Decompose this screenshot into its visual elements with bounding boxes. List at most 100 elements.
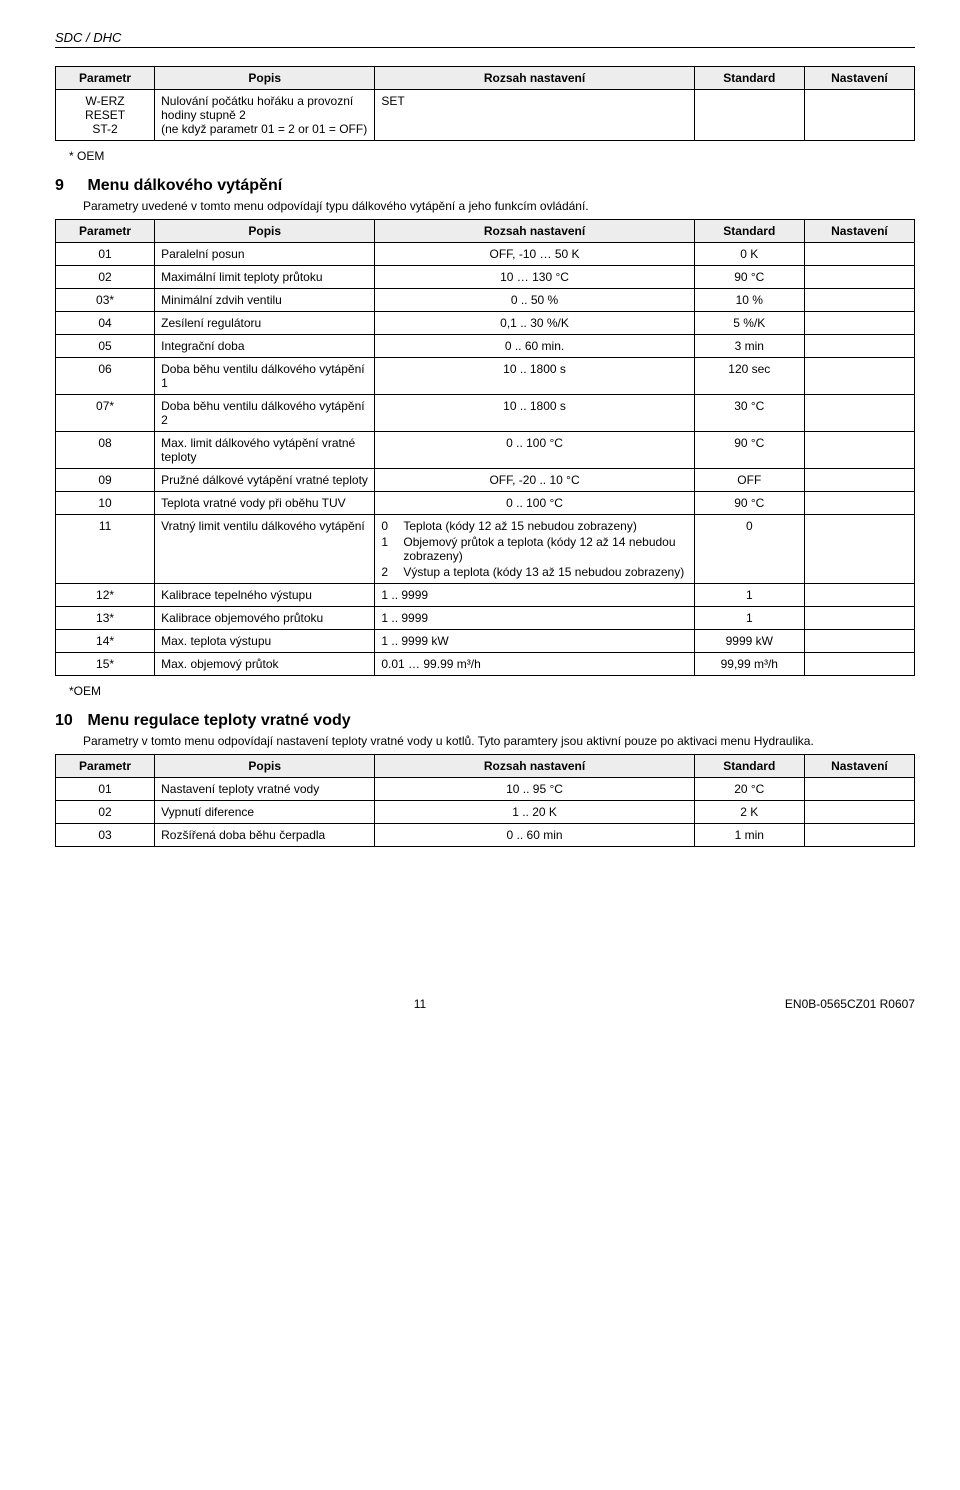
th-parametr: Parametr xyxy=(56,755,155,778)
cell-nast xyxy=(804,335,914,358)
cell-rozsah: 10 .. 1800 s xyxy=(375,358,694,395)
cell-rozsah: 0 .. 100 °C xyxy=(375,432,694,469)
cell-rozsah: SET xyxy=(375,90,694,141)
table-row: 06Doba běhu ventilu dálkového vytápění 1… xyxy=(56,358,915,395)
cell-nast xyxy=(804,266,914,289)
cell-nast xyxy=(804,469,914,492)
th-parametr: Parametr xyxy=(56,67,155,90)
cell-param: 06 xyxy=(56,358,155,395)
cell-nast xyxy=(804,395,914,432)
section-10-intro: Parametry v tomto menu odpovídají nastav… xyxy=(83,734,915,748)
cell-standard: 0 xyxy=(694,515,804,584)
cell-popis: Nastavení teploty vratné vody xyxy=(155,778,375,801)
cell-standard: 3 min xyxy=(694,335,804,358)
cell-rozsah: 1 .. 9999 xyxy=(375,584,694,607)
table-9: Parametr Popis Rozsah nastavení Standard… xyxy=(55,219,915,676)
cell-standard: OFF xyxy=(694,469,804,492)
cell-standard: 20 °C xyxy=(694,778,804,801)
cell-param: 11 xyxy=(56,515,155,584)
cell-standard: 9999 kW xyxy=(694,630,804,653)
cell-rozsah: 0Teplota (kódy 12 až 15 nebudou zobrazen… xyxy=(375,515,694,584)
cell-popis: Vypnutí diference xyxy=(155,801,375,824)
cell-popis: Vratný limit ventilu dálkového vytápění xyxy=(155,515,375,584)
table-row: 02Vypnutí diference1 .. 20 K2 K xyxy=(56,801,915,824)
table-row: 10Teplota vratné vody při oběhu TUV0 .. … xyxy=(56,492,915,515)
cell-param: 14* xyxy=(56,630,155,653)
cell-standard: 90 °C xyxy=(694,432,804,469)
cell-nast xyxy=(804,515,914,584)
cell-standard: 120 sec xyxy=(694,358,804,395)
cell-rozsah: 10 … 130 °C xyxy=(375,266,694,289)
cell-nast xyxy=(804,630,914,653)
table-row: 15*Max. objemový průtok0.01 … 99.99 m³/h… xyxy=(56,653,915,676)
oem-note: * OEM xyxy=(69,149,915,163)
cell-nast xyxy=(804,492,914,515)
cell-standard: 1 xyxy=(694,584,804,607)
cell-param: 08 xyxy=(56,432,155,469)
cell-popis: Pružné dálkové vytápění vratné teploty xyxy=(155,469,375,492)
table-row: 03*Minimální zdvih ventilu0 .. 50 %10 % xyxy=(56,289,915,312)
table-row: 07*Doba běhu ventilu dálkového vytápění … xyxy=(56,395,915,432)
cell-param: 05 xyxy=(56,335,155,358)
table-row: 02Maximální limit teploty průtoku10 … 13… xyxy=(56,266,915,289)
cell-param: 01 xyxy=(56,243,155,266)
page-header: SDC / DHC xyxy=(55,30,915,48)
table-row: 05Integrační doba0 .. 60 min.3 min xyxy=(56,335,915,358)
th-rozsah: Rozsah nastavení xyxy=(375,67,694,90)
table-row: 04Zesílení regulátoru0,1 .. 30 %/K5 %/K xyxy=(56,312,915,335)
cell-standard: 10 % xyxy=(694,289,804,312)
cell-popis: Rozšířená doba běhu čerpadla xyxy=(155,824,375,847)
cell-nast xyxy=(804,312,914,335)
cell-popis: Doba běhu ventilu dálkového vytápění 1 xyxy=(155,358,375,395)
cell-rozsah: 10 .. 95 °C xyxy=(375,778,694,801)
page-footer: 11 EN0B-0565CZ01 R0607 xyxy=(55,997,915,1011)
cell-param: 13* xyxy=(56,607,155,630)
cell-nast xyxy=(804,824,914,847)
table-row: 03Rozšířená doba běhu čerpadla0 .. 60 mi… xyxy=(56,824,915,847)
table-top: Parametr Popis Rozsah nastavení Standard… xyxy=(55,66,915,141)
th-popis: Popis xyxy=(155,67,375,90)
cell-standard xyxy=(694,90,804,141)
cell-nast xyxy=(804,778,914,801)
cell-param: 04 xyxy=(56,312,155,335)
th-nastaveni: Nastavení xyxy=(804,220,914,243)
cell-popis: Maximální limit teploty průtoku xyxy=(155,266,375,289)
cell-param: 01 xyxy=(56,778,155,801)
section-9-num: 9 xyxy=(55,177,83,195)
cell-popis: Nulování počátku hořáku a provozní hodin… xyxy=(155,90,375,141)
cell-standard: 1 xyxy=(694,607,804,630)
cell-nast xyxy=(804,607,914,630)
th-rozsah: Rozsah nastavení xyxy=(375,220,694,243)
cell-standard: 90 °C xyxy=(694,492,804,515)
cell-popis: Teplota vratné vody při oběhu TUV xyxy=(155,492,375,515)
sublist-text: Výstup a teplota (kódy 13 až 15 nebudou … xyxy=(403,565,687,579)
section-10-title: 10 Menu regulace teploty vratné vody xyxy=(55,712,915,730)
table-row: 11Vratný limit ventilu dálkového vytápěn… xyxy=(56,515,915,584)
cell-param: 02 xyxy=(56,266,155,289)
table-row: 13*Kalibrace objemového průtoku1 .. 9999… xyxy=(56,607,915,630)
cell-popis: Doba běhu ventilu dálkového vytápění 2 xyxy=(155,395,375,432)
cell-standard: 1 min xyxy=(694,824,804,847)
footer-doc: EN0B-0565CZ01 R0607 xyxy=(785,997,915,1011)
section-9-text: Menu dálkového vytápění xyxy=(87,177,282,194)
cell-popis: Kalibrace objemového průtoku xyxy=(155,607,375,630)
cell-param: 03* xyxy=(56,289,155,312)
section-10-num: 10 xyxy=(55,712,83,730)
cell-standard: 0 K xyxy=(694,243,804,266)
cell-standard: 90 °C xyxy=(694,266,804,289)
section-9-title: 9 Menu dálkového vytápění xyxy=(55,177,915,195)
cell-param: 03 xyxy=(56,824,155,847)
cell-param: 10 xyxy=(56,492,155,515)
cell-nast xyxy=(804,584,914,607)
cell-rozsah: 0 .. 60 min. xyxy=(375,335,694,358)
cell-rozsah: OFF, -10 … 50 K xyxy=(375,243,694,266)
table-row: 01Nastavení teploty vratné vody10 .. 95 … xyxy=(56,778,915,801)
cell-rozsah: 0 .. 50 % xyxy=(375,289,694,312)
table-row: 01Paralelní posunOFF, -10 … 50 K0 K xyxy=(56,243,915,266)
cell-nast xyxy=(804,90,914,141)
cell-popis: Max. objemový průtok xyxy=(155,653,375,676)
cell-rozsah: 1 .. 9999 kW xyxy=(375,630,694,653)
section-9-intro: Parametry uvedené v tomto menu odpovídaj… xyxy=(83,199,915,213)
sublist-num: 2 xyxy=(381,565,397,579)
cell-rozsah: 0 .. 60 min xyxy=(375,824,694,847)
